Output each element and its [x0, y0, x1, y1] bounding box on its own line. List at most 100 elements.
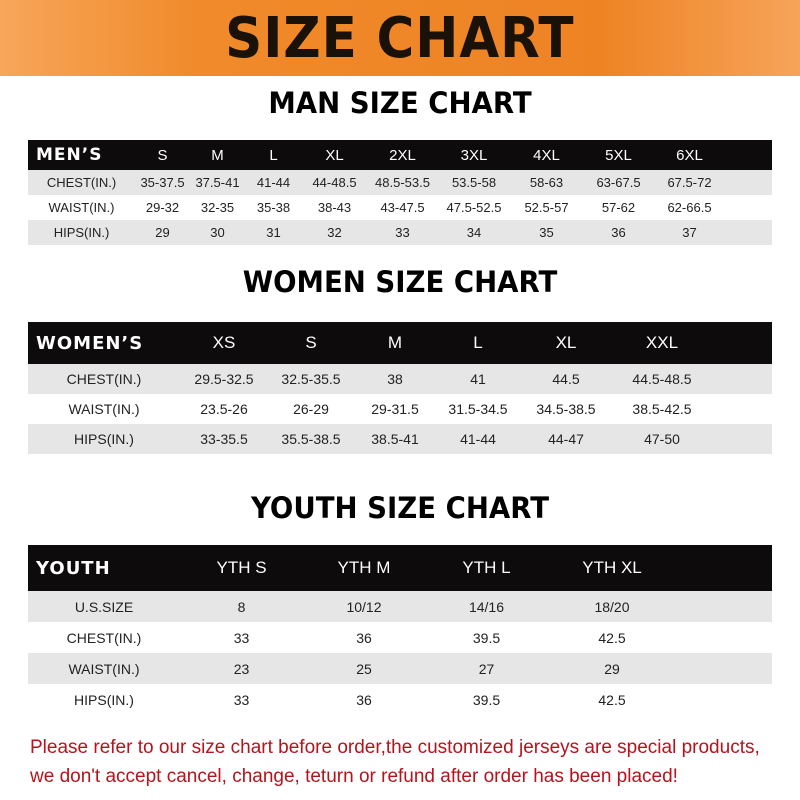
cell: 57-62 [583, 195, 654, 220]
cell-pad [676, 545, 772, 591]
cell: 42.5 [548, 622, 676, 653]
cell: 47-50 [612, 424, 712, 454]
table-row: CHEST(IN.) 33 36 39.5 42.5 [28, 622, 772, 653]
row-label: CHEST(IN.) [28, 170, 135, 195]
cell: XL [520, 322, 612, 364]
cell: 32-35 [190, 195, 245, 220]
cell: 33 [180, 684, 303, 715]
cell: 34 [438, 220, 510, 245]
cell: 25 [303, 653, 425, 684]
cell: 5XL [583, 140, 654, 170]
cell: 41 [436, 364, 520, 394]
table-row: U.S.SIZE 8 10/12 14/16 18/20 [28, 591, 772, 622]
row-label: HIPS(IN.) [28, 424, 180, 454]
cell: 47.5-52.5 [438, 195, 510, 220]
cell: 27 [425, 653, 548, 684]
cell: YTH XL [548, 545, 676, 591]
cell: M [190, 140, 245, 170]
cell: 33-35.5 [180, 424, 268, 454]
cell: L [245, 140, 302, 170]
cell-pad [712, 394, 772, 424]
cell: 2XL [367, 140, 438, 170]
row-label: CHEST(IN.) [28, 622, 180, 653]
cell: 58-63 [510, 170, 583, 195]
cell-pad [725, 140, 772, 170]
cell-pad [725, 195, 772, 220]
women-section-title: WOMEN SIZE CHART [242, 265, 558, 299]
cell-pad [725, 170, 772, 195]
cell: 29.5-32.5 [180, 364, 268, 394]
cell: 23 [180, 653, 303, 684]
cell: 3XL [438, 140, 510, 170]
cell: 10/12 [303, 591, 425, 622]
cell: 31 [245, 220, 302, 245]
cell: 62-66.5 [654, 195, 725, 220]
header-row: YOUTH YTH S YTH M YTH L YTH XL [28, 545, 772, 591]
cell: 33 [180, 622, 303, 653]
row-label: WAIST(IN.) [28, 394, 180, 424]
cell: 53.5-58 [438, 170, 510, 195]
page-title: SIZE CHART [225, 5, 575, 71]
cell: 35.5-38.5 [268, 424, 354, 454]
cell: 26-29 [268, 394, 354, 424]
cell: 38.5-42.5 [612, 394, 712, 424]
cell: 29-31.5 [354, 394, 436, 424]
row-label: WAIST(IN.) [28, 653, 180, 684]
cell: 33 [367, 220, 438, 245]
row-label: MEN’S [28, 140, 135, 170]
cell: 48.5-53.5 [367, 170, 438, 195]
cell: YTH L [425, 545, 548, 591]
table-row: CHEST(IN.) 35-37.5 37.5-41 41-44 44-48.5 48.5… [28, 170, 772, 195]
cell: 18/20 [548, 591, 676, 622]
table-row: WAIST(IN.) 23 25 27 29 [28, 653, 772, 684]
youth-section-title: YOUTH SIZE CHART [250, 491, 550, 525]
cell-pad [676, 684, 772, 715]
cell: 29 [548, 653, 676, 684]
cell: 41-44 [245, 170, 302, 195]
cell: 29 [135, 220, 190, 245]
table-row: HIPS(IN.) 33-35.5 35.5-38.5 38.5-41 41-44 44-… [28, 424, 772, 454]
cell: 31.5-34.5 [436, 394, 520, 424]
row-label: U.S.SIZE [28, 591, 180, 622]
cell: 37.5-41 [190, 170, 245, 195]
cell: 41-44 [436, 424, 520, 454]
cell: 32.5-35.5 [268, 364, 354, 394]
cell: 35 [510, 220, 583, 245]
notice-line: Please refer to our size chart before or… [30, 737, 760, 758]
cell-pad [676, 622, 772, 653]
men-size-table: MEN’S S M L XL 2XL 3XL 4XL 5XL 6XL CHEST(IN.) 35-37… [28, 140, 772, 245]
cell: 38.5-41 [354, 424, 436, 454]
row-label: CHEST(IN.) [28, 364, 180, 394]
cell-pad [725, 220, 772, 245]
cell: 35-38 [245, 195, 302, 220]
table-row: WAIST(IN.) 29-32 32-35 35-38 38-43 43-47.5 47.… [28, 195, 772, 220]
cell: M [354, 322, 436, 364]
cell: 67.5-72 [654, 170, 725, 195]
row-label: WOMEN’S [28, 322, 180, 364]
cell: 8 [180, 591, 303, 622]
cell: S [268, 322, 354, 364]
women-size-table: WOMEN’S XS S M L XL XXL CHEST(IN.) 29.5-32.5 32.5… [28, 322, 772, 454]
cell: 23.5-26 [180, 394, 268, 424]
title-banner: SIZE CHART [0, 0, 800, 76]
table-row: CHEST(IN.) 29.5-32.5 32.5-35.5 38 41 44.5 44.5… [28, 364, 772, 394]
cell: 52.5-57 [510, 195, 583, 220]
cell-pad [712, 424, 772, 454]
cell: XS [180, 322, 268, 364]
order-notice: Please refer to our size chart before or… [30, 733, 790, 791]
cell: 37 [654, 220, 725, 245]
cell: 38 [354, 364, 436, 394]
cell: 36 [583, 220, 654, 245]
cell: 32 [302, 220, 367, 245]
cell: YTH S [180, 545, 303, 591]
cell: XXL [612, 322, 712, 364]
cell: 4XL [510, 140, 583, 170]
table-row: HIPS(IN.) 29 30 31 32 33 34 35 36 37 [28, 220, 772, 245]
notice-line: we don't accept cancel, change, teturn o… [30, 766, 678, 787]
cell: 35-37.5 [135, 170, 190, 195]
cell: 44-48.5 [302, 170, 367, 195]
row-label: YOUTH [28, 545, 180, 591]
cell: YTH M [303, 545, 425, 591]
row-label: HIPS(IN.) [28, 220, 135, 245]
cell: 30 [190, 220, 245, 245]
